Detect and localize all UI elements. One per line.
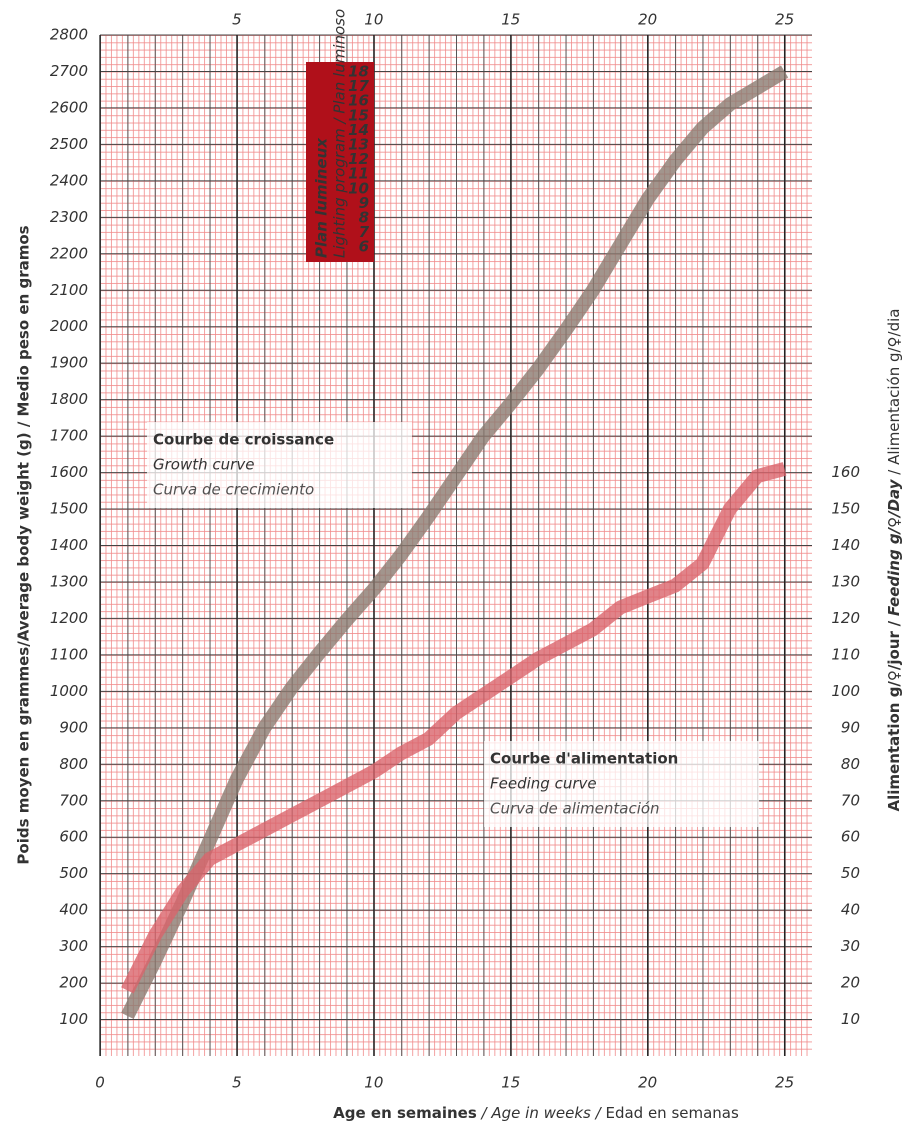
y2-tick-label: 110	[831, 645, 860, 663]
y-tick-label: 400	[59, 901, 88, 919]
y2-tick-label: 160	[831, 463, 860, 481]
y-axis-label: Poids moyen en grammes/Average body weig…	[15, 225, 33, 864]
y2-tick-label: 130	[831, 572, 860, 590]
y-tick-label: 2200	[50, 244, 88, 262]
x-axis-label-part: Edad en semanas	[605, 1104, 739, 1122]
y-tick-label: 2400	[50, 171, 88, 189]
y2-tick-label: 100	[831, 682, 860, 700]
y-tick-label: 1400	[50, 536, 88, 554]
x-tick-label: 20	[638, 1074, 657, 1092]
chart: 1002003004005006007008009001000110012001…	[0, 0, 913, 1126]
y-tick-label: 2600	[50, 98, 88, 116]
x-axis-label-part: /	[594, 1104, 603, 1122]
y-tick-label: 2100	[50, 281, 88, 299]
annotation-line: Feeding curve	[490, 775, 597, 793]
y-tick-label: 200	[59, 974, 88, 992]
x-axis-label-part: /	[480, 1104, 489, 1122]
y2-axis-label-part: /	[885, 620, 903, 626]
annotation-title: Courbe de croissance	[153, 431, 334, 449]
annotation-line: Growth curve	[153, 456, 254, 474]
y-tick-label: 800	[59, 755, 88, 773]
y-tick-label: 500	[59, 864, 88, 882]
x-tick-label: 15	[501, 1074, 520, 1092]
y-tick-label: 100	[59, 1010, 88, 1028]
lighting-hour: 6	[359, 238, 369, 256]
x-axis-label-part: Age in weeks	[490, 1104, 591, 1122]
y2-axis-label-part: Alimentación g/♀/dia	[885, 309, 903, 465]
y-tick-label: 1500	[50, 500, 88, 518]
y2-tick-label: 90	[841, 718, 860, 736]
lighting-title: Plan lumineux	[313, 137, 331, 258]
y-tick-label: 2800	[50, 26, 88, 44]
y-tick-label: 2000	[50, 317, 88, 335]
y-tick-label: 600	[59, 828, 88, 846]
y2-tick-label: 60	[841, 828, 860, 846]
y-tick-label: 1800	[50, 390, 88, 408]
x-tick-label-top: 25	[775, 11, 794, 29]
y2-tick-label: 30	[841, 937, 860, 955]
y-tick-label: 1100	[50, 645, 88, 663]
y-tick-label: 300	[59, 937, 88, 955]
y-tick-label: 1700	[50, 427, 88, 445]
x-tick-label-top: 15	[501, 11, 520, 29]
annotation-title: Courbe d'alimentation	[490, 750, 678, 768]
lighting-subtitle: Lighting program / Plan luminoso	[331, 9, 349, 258]
y2-tick-label: 40	[841, 901, 860, 919]
y2-tick-label: 150	[831, 500, 860, 518]
y-tick-label: 2500	[50, 135, 88, 153]
x-tick-label: 25	[775, 1074, 794, 1092]
x-tick-label: 5	[232, 1074, 242, 1092]
y-tick-label: 2700	[50, 62, 88, 80]
y-tick-label: 1900	[50, 354, 88, 372]
x-tick-label: 0	[95, 1074, 105, 1092]
y-tick-label: 2300	[50, 208, 88, 226]
y-tick-label: 900	[59, 718, 88, 736]
y2-tick-label: 70	[841, 791, 860, 809]
y2-tick-label: 20	[841, 974, 860, 992]
annotation-line: Curva de crecimiento	[153, 481, 314, 499]
y-tick-label: 700	[59, 791, 88, 809]
x-tick-label-top: 5	[232, 11, 242, 29]
y2-tick-label: 10	[841, 1010, 860, 1028]
y-tick-label: 1300	[50, 572, 88, 590]
x-tick-label-top: 10	[364, 11, 383, 29]
y2-axis-label-part: /	[885, 469, 903, 475]
y2-tick-label: 120	[831, 609, 860, 627]
y2-axis-label: Alimentation g/♀/jour / Feeding g/♀/Day …	[885, 309, 903, 812]
y2-tick-label: 80	[841, 755, 860, 773]
x-tick-label: 10	[364, 1074, 383, 1092]
x-axis-label-part: Age en semaines	[333, 1104, 477, 1122]
y2-axis-label-part: Feeding g/♀/Day	[885, 478, 903, 616]
y-tick-label: 1000	[50, 682, 88, 700]
y2-tick-label: 50	[841, 864, 860, 882]
y2-tick-label: 140	[831, 536, 860, 554]
annotation-line: Curva de alimentación	[490, 800, 660, 818]
y2-axis-label-part: Alimentation g/♀/jour	[885, 631, 903, 812]
y-tick-label: 1600	[50, 463, 88, 481]
x-tick-label-top: 20	[638, 11, 657, 29]
y-tick-label: 1200	[50, 609, 88, 627]
x-axis-label: Age en semaines / Age in weeks / Edad en…	[333, 1104, 739, 1122]
